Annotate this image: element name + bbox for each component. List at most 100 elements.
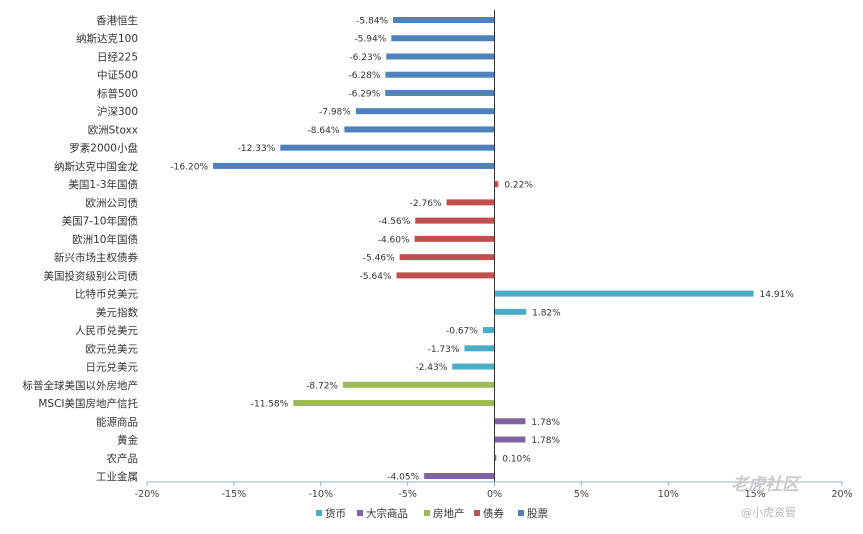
x-tick-label: 5% [574, 489, 589, 500]
category-label: 工业金属 [96, 470, 138, 483]
x-tick-label: 20% [831, 489, 852, 500]
bar [393, 17, 495, 23]
bar [494, 290, 754, 297]
category-label: 罗素2000小盘 [69, 142, 138, 155]
category-label: 欧洲公司债 [86, 196, 139, 209]
category-label: 纳斯达克中国金龙 [54, 160, 138, 173]
legend-label: 货币 [325, 507, 346, 520]
x-tick-label: 0% [487, 489, 502, 500]
data-label: -8.72% [306, 381, 338, 391]
legend: 货币 大宗商品 房地产 债券 股票 [316, 507, 548, 520]
data-label: -6.23% [349, 53, 381, 63]
bar [355, 108, 495, 115]
category-label: 日经225 [97, 50, 138, 63]
data-label: -5.64% [360, 272, 392, 282]
bar [424, 473, 495, 479]
category-label: 人民币兑美元 [75, 324, 138, 337]
category-label: 比特币兑美元 [75, 288, 138, 301]
bar [386, 53, 495, 60]
data-label: 0.10% [502, 454, 531, 464]
category-label: 日元兑美元 [86, 361, 139, 374]
bar [344, 126, 495, 133]
legend-swatch [424, 510, 430, 516]
bar [464, 345, 495, 352]
data-label: -4.56% [378, 217, 410, 227]
bar [494, 436, 526, 443]
bar [482, 327, 495, 334]
data-label: -8.64% [308, 126, 340, 136]
bar [452, 363, 495, 370]
category-label: 香港恒生 [96, 14, 138, 27]
bar [342, 381, 495, 388]
category-label: MSCI美国房地产信托 [38, 397, 138, 410]
bar [494, 308, 527, 315]
data-label: -2.43% [415, 363, 447, 373]
category-label: 美元指数 [96, 306, 138, 319]
bar [385, 89, 495, 96]
legend-label: 大宗商品 [366, 507, 408, 520]
category-label: 美国1-3年国债 [68, 178, 138, 191]
watermark: 老虎社区 @小虎资管 [731, 475, 802, 519]
data-label: -1.73% [428, 345, 460, 355]
category-label: 欧洲10年国债 [72, 233, 138, 246]
bar [494, 454, 497, 461]
category-label: 欧元兑美元 [86, 342, 139, 355]
bar [385, 71, 495, 78]
legend-swatch [357, 510, 363, 516]
data-label: -5.94% [354, 35, 386, 45]
data-label: -5.84% [356, 17, 388, 27]
data-label: -12.33% [238, 144, 276, 154]
bar [280, 144, 495, 151]
bar [415, 217, 495, 224]
data-label: -4.60% [378, 235, 410, 245]
data-label: -7.98% [319, 108, 351, 118]
category-label: 农产品 [107, 452, 139, 465]
data-label: 1.78% [531, 436, 560, 446]
category-label: 美国投资级别公司债 [44, 269, 139, 282]
bar [396, 272, 495, 279]
bar [494, 181, 499, 188]
data-label: -4.05% [387, 473, 419, 483]
bar [391, 35, 495, 42]
bar [399, 254, 495, 261]
watermark-main: 老虎社区 [731, 475, 802, 495]
x-tick-label: 15% [745, 489, 766, 500]
data-label: -5.46% [363, 254, 395, 264]
category-label: 纳斯达克100 [76, 32, 138, 45]
data-label: 14.91% [760, 290, 795, 300]
x-tick-label: -15% [222, 489, 247, 500]
watermark-sub: @小虎资管 [741, 505, 796, 519]
category-label: 沪深300 [97, 105, 138, 118]
data-label: -6.29% [348, 89, 380, 99]
data-label: -11.58% [251, 400, 289, 410]
x-axis: -20% -15% -10% -5% 0% 5% 10% 15% 20% [135, 10, 853, 500]
legend-label: 股票 [527, 508, 548, 520]
legend-label: 房地产 [433, 507, 465, 520]
category-label: 美国7-10年国债 [62, 215, 138, 228]
x-tick-label: -5% [398, 489, 417, 500]
category-label: 新兴市场主权债券 [54, 251, 138, 264]
legend-swatch [518, 510, 524, 516]
category-label: 黄金 [117, 434, 138, 447]
x-tick-label: -20% [135, 489, 160, 500]
x-tick-label: 10% [658, 489, 679, 500]
bar [446, 199, 495, 206]
bar [494, 418, 526, 425]
data-labels: -5.84% -5.94% -6.23% -6.28% -6.29% -7.98% -8.6… [170, 17, 794, 483]
data-label: 1.78% [531, 418, 560, 428]
data-label: 1.82% [532, 308, 561, 318]
data-label: -2.76% [410, 199, 442, 209]
legend-swatch [316, 510, 322, 516]
bar [213, 162, 495, 169]
category-label: 标普500 [97, 87, 138, 100]
data-label: -6.28% [349, 71, 381, 81]
bar [293, 400, 495, 407]
legend-swatch [474, 510, 480, 516]
x-tick-label: -10% [308, 489, 333, 500]
legend-label: 债券 [483, 507, 504, 520]
bar-group [213, 17, 754, 479]
category-label: 标普全球美国以外房地产 [23, 379, 139, 392]
category-label: 中证500 [97, 69, 138, 82]
